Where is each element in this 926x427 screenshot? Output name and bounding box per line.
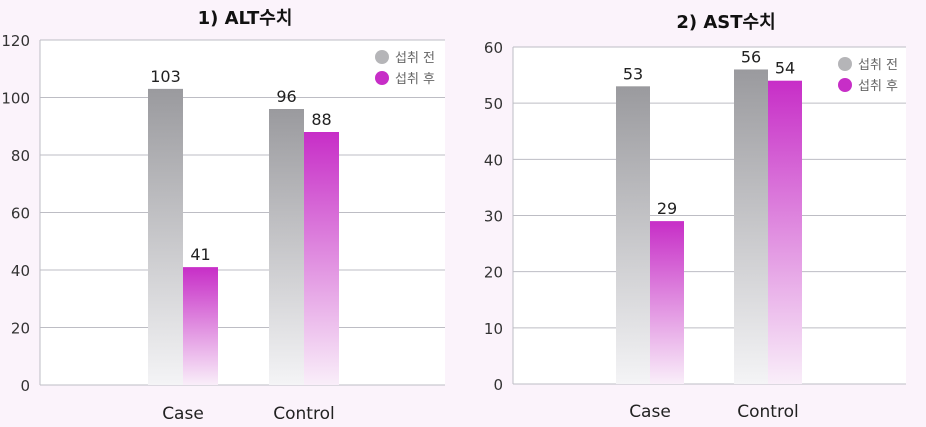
y-tick-label: 50 <box>484 95 503 113</box>
y-tick-label: 0 <box>20 377 30 395</box>
y-tick-label: 20 <box>11 320 30 338</box>
data-label: 54 <box>775 59 795 78</box>
x-category-label: Case <box>629 402 671 422</box>
y-tick-label: 10 <box>484 320 503 338</box>
bar-after-case <box>183 267 218 385</box>
y-tick-label: 100 <box>1 90 30 108</box>
legend-marker <box>838 57 852 71</box>
y-tick-label: 80 <box>11 147 30 165</box>
y-tick-label: 40 <box>484 151 503 169</box>
bar-before-case <box>616 86 650 385</box>
data-label: 96 <box>276 87 296 106</box>
legend-marker <box>375 50 389 64</box>
chart-title: 2) AST수치 <box>676 12 775 33</box>
data-label: 29 <box>657 199 677 218</box>
alt-chart-panel: 0 20 40 60 80 100 120 1) ALT수치 103 41 Case 96 88 Cont… <box>1 8 445 424</box>
y-tick-label: 60 <box>484 39 503 57</box>
bar-before-control <box>734 69 768 384</box>
bar-after-case <box>650 221 684 384</box>
legend-label: 섭취 전 <box>858 58 898 73</box>
y-tick-label: 40 <box>11 262 30 280</box>
y-tick-label: 0 <box>493 376 503 394</box>
legend-marker <box>838 78 852 92</box>
x-category-label: Control <box>273 404 334 424</box>
legend-label: 섭취 전 <box>395 51 435 66</box>
y-tick-label: 30 <box>484 208 503 226</box>
legend-marker <box>375 71 389 85</box>
data-label: 53 <box>623 64 643 83</box>
bar-after-control <box>768 80 802 384</box>
y-tick-label: 120 <box>1 32 30 50</box>
x-category-label: Control <box>737 402 798 422</box>
x-category-label: Case <box>162 404 204 424</box>
data-label: 103 <box>150 67 181 86</box>
data-label: 41 <box>190 245 210 264</box>
bar-before-control <box>269 109 304 385</box>
bar-before-case <box>148 88 183 385</box>
y-tick-label: 20 <box>484 264 503 282</box>
legend-label: 섭취 후 <box>858 79 898 94</box>
ast-chart-panel: 0 10 20 30 40 50 60 2) AST수치 53 29 Case 56 54 Control… <box>484 12 906 422</box>
data-label: 56 <box>741 47 761 66</box>
y-tick-label: 60 <box>11 205 30 223</box>
data-label: 88 <box>311 110 331 129</box>
chart-title: 1) ALT수치 <box>198 8 293 29</box>
bar-after-control <box>304 132 339 385</box>
legend-label: 섭취 후 <box>395 72 435 87</box>
